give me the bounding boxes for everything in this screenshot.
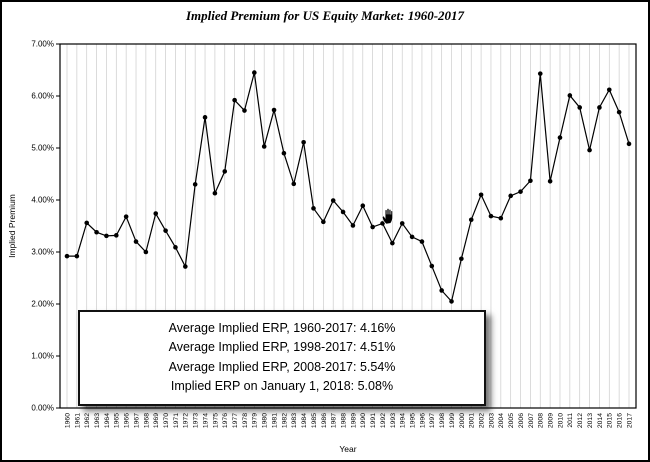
svg-text:1971: 1971 bbox=[173, 413, 180, 428]
annotation-line: Average Implied ERP, 1960-2017: 4.16% bbox=[168, 321, 396, 335]
svg-text:1987: 1987 bbox=[331, 413, 338, 428]
svg-text:1969: 1969 bbox=[153, 413, 160, 428]
svg-text:1976: 1976 bbox=[222, 413, 229, 428]
svg-text:Year: Year bbox=[339, 444, 356, 454]
svg-text:2005: 2005 bbox=[508, 413, 515, 428]
svg-text:1986: 1986 bbox=[321, 413, 328, 428]
svg-text:1978: 1978 bbox=[242, 413, 249, 428]
svg-text:Implied Premium: Implied Premium bbox=[7, 194, 17, 258]
svg-text:1966: 1966 bbox=[124, 413, 131, 428]
svg-text:2011: 2011 bbox=[567, 413, 574, 428]
svg-text:1990: 1990 bbox=[360, 413, 367, 428]
svg-text:1997: 1997 bbox=[429, 413, 436, 428]
svg-text:1991: 1991 bbox=[370, 413, 377, 428]
svg-text:2010: 2010 bbox=[557, 413, 564, 428]
svg-text:1985: 1985 bbox=[311, 413, 318, 428]
svg-text:1.00%: 1.00% bbox=[31, 352, 54, 361]
svg-text:2003: 2003 bbox=[488, 413, 495, 428]
svg-text:1968: 1968 bbox=[143, 413, 150, 428]
svg-text:1965: 1965 bbox=[114, 413, 121, 428]
svg-text:2.00%: 2.00% bbox=[31, 300, 54, 309]
svg-text:1977: 1977 bbox=[232, 413, 239, 428]
svg-text:1961: 1961 bbox=[74, 413, 81, 428]
svg-text:1994: 1994 bbox=[400, 413, 407, 428]
svg-text:1972: 1972 bbox=[183, 413, 190, 428]
svg-text:2002: 2002 bbox=[479, 413, 486, 428]
svg-text:1963: 1963 bbox=[94, 413, 101, 428]
svg-text:1981: 1981 bbox=[271, 413, 278, 428]
svg-text:1979: 1979 bbox=[252, 413, 259, 428]
svg-text:3.00%: 3.00% bbox=[31, 248, 54, 257]
svg-text:1964: 1964 bbox=[104, 413, 111, 428]
svg-text:1995: 1995 bbox=[409, 413, 416, 428]
svg-text:2004: 2004 bbox=[498, 413, 505, 428]
svg-text:1973: 1973 bbox=[193, 413, 200, 428]
svg-text:0.00%: 0.00% bbox=[31, 404, 54, 413]
chart-title: Implied Premium for US Equity Market: 19… bbox=[185, 8, 465, 23]
annotation-line: Average Implied ERP, 1998-2017: 4.51% bbox=[168, 340, 396, 355]
svg-text:5.00%: 5.00% bbox=[31, 144, 54, 153]
svg-text:2016: 2016 bbox=[617, 413, 624, 428]
svg-text:1982: 1982 bbox=[281, 413, 288, 428]
svg-text:1975: 1975 bbox=[212, 413, 219, 428]
svg-text:2001: 2001 bbox=[469, 413, 476, 428]
svg-text:2006: 2006 bbox=[518, 413, 525, 428]
svg-text:1993: 1993 bbox=[390, 413, 397, 428]
svg-text:1980: 1980 bbox=[262, 413, 269, 428]
svg-text:6.00%: 6.00% bbox=[31, 92, 54, 101]
svg-text:2008: 2008 bbox=[538, 413, 545, 428]
svg-text:1989: 1989 bbox=[350, 413, 357, 428]
svg-text:2000: 2000 bbox=[459, 413, 466, 428]
svg-text:2015: 2015 bbox=[607, 413, 614, 428]
svg-text:1974: 1974 bbox=[202, 413, 209, 428]
svg-text:1988: 1988 bbox=[340, 413, 347, 428]
svg-text:1984: 1984 bbox=[301, 413, 308, 428]
svg-text:2009: 2009 bbox=[548, 413, 555, 428]
svg-text:1962: 1962 bbox=[84, 413, 91, 428]
svg-text:1967: 1967 bbox=[133, 413, 140, 428]
annotation-line: Average Implied ERP, 2008-2017: 5.54% bbox=[168, 359, 396, 374]
svg-text:4.00%: 4.00% bbox=[31, 196, 54, 205]
svg-text:2014: 2014 bbox=[597, 413, 604, 428]
svg-text:1998: 1998 bbox=[439, 413, 446, 428]
svg-text:2012: 2012 bbox=[577, 413, 584, 428]
svg-text:1983: 1983 bbox=[291, 413, 298, 428]
svg-text:1999: 1999 bbox=[449, 413, 456, 428]
svg-text:2013: 2013 bbox=[587, 413, 594, 428]
svg-text:1970: 1970 bbox=[163, 413, 170, 428]
hand-cursor-icon bbox=[381, 208, 393, 225]
erp-summary-box: Average Implied ERP, 1960-2017: 4.16% Av… bbox=[78, 310, 486, 406]
svg-text:7.00%: 7.00% bbox=[31, 40, 54, 49]
annotation-line: Implied ERP on January 1, 2018: 5.08% bbox=[170, 379, 394, 394]
svg-text:2017: 2017 bbox=[626, 413, 633, 428]
svg-text:1996: 1996 bbox=[419, 413, 426, 428]
svg-text:2007: 2007 bbox=[528, 413, 535, 428]
svg-text:1992: 1992 bbox=[380, 413, 387, 428]
svg-text:1960: 1960 bbox=[64, 413, 71, 428]
